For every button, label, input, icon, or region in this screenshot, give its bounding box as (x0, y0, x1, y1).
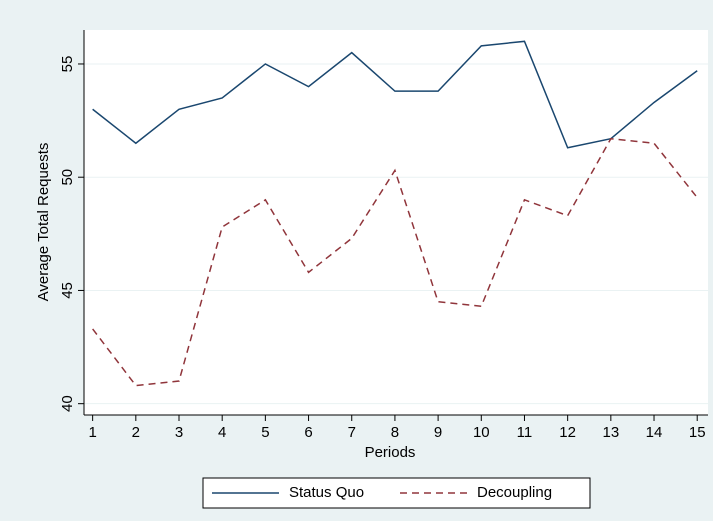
x-tick-label: 11 (517, 424, 533, 441)
y-tick-label: 50 (59, 169, 76, 186)
x-tick-label: 7 (348, 424, 356, 441)
legend-label: Decoupling (477, 484, 552, 501)
x-tick-label: 13 (602, 424, 619, 441)
x-tick-label: 3 (175, 424, 183, 441)
x-tick-label: 10 (473, 424, 490, 441)
series-line (92, 137, 698, 387)
x-tick-label: 9 (434, 424, 442, 441)
legend-label: Status Quo (289, 484, 364, 501)
x-tick-label: 8 (391, 424, 399, 441)
x-tick-label: 4 (218, 424, 226, 441)
x-axis-label: Periods (365, 444, 416, 461)
y-axis-label: Average Total Requests (35, 143, 52, 302)
x-tick-label: 12 (559, 424, 576, 441)
x-tick-label: 1 (88, 424, 96, 441)
y-tick-label: 40 (59, 395, 76, 412)
y-tick-label: 45 (59, 282, 76, 299)
x-tick-label: 5 (261, 424, 269, 441)
series-line (92, 40, 698, 149)
x-tick-label: 2 (132, 424, 140, 441)
plot-area (84, 30, 708, 415)
y-tick-label: 55 (59, 56, 76, 73)
x-tick-label: 6 (304, 424, 312, 441)
x-tick-label: 14 (646, 424, 663, 441)
x-tick-label: 15 (689, 424, 706, 441)
